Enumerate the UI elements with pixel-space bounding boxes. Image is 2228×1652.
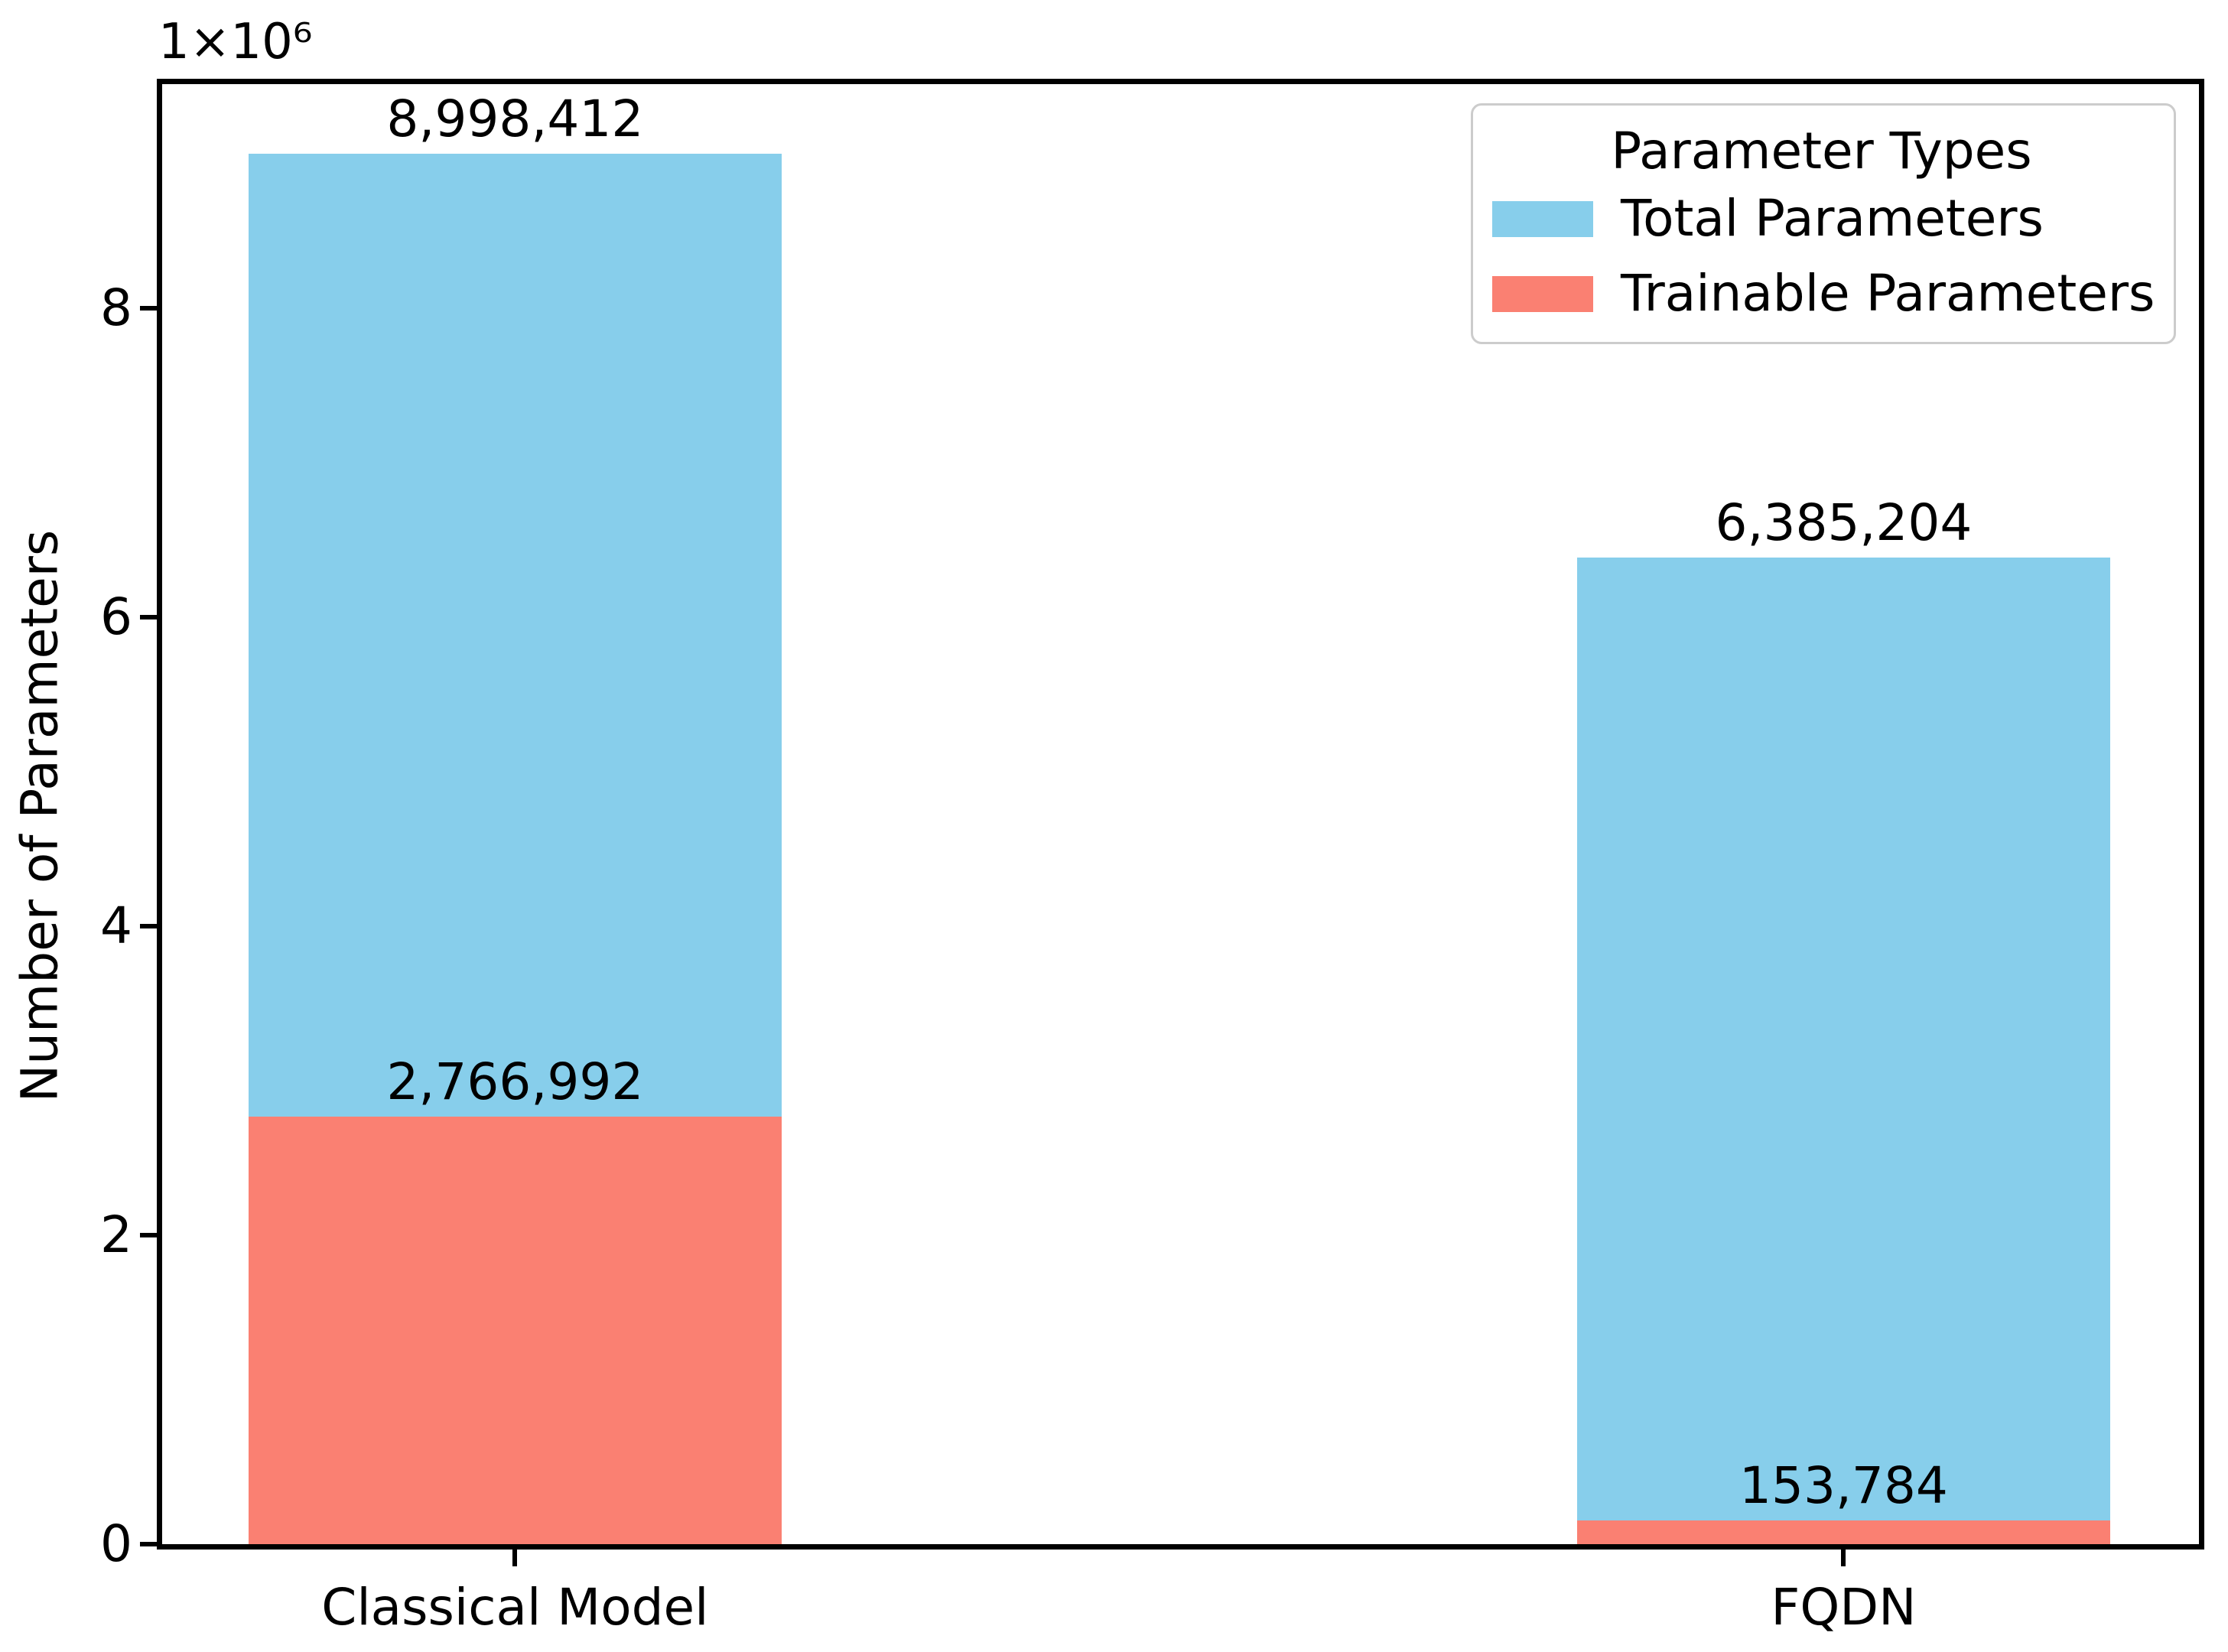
legend-entry-label: Trainable Parameters [1621, 264, 2155, 324]
bar-total-parameters-fqdn [1576, 557, 2110, 1544]
value-label-trainable-parameters-fqdn: 153,784 [1738, 1455, 1948, 1515]
y-tick-mark [140, 305, 157, 311]
y-tick-label: 4 [100, 896, 132, 955]
value-label-total-parameters-classical-model: 8,998,412 [386, 89, 644, 148]
y-tick-mark [140, 1542, 157, 1546]
y-tick-mark [140, 1232, 157, 1237]
legend-entry-total-parameters: Total Parameters [1492, 189, 2151, 249]
plot-inner: 8,998,412 2,766,992 6,385,204 153,784 [162, 84, 2199, 1544]
legend-swatch-total-parameters [1492, 200, 1593, 237]
bar-trainable-parameters-classical-model [248, 1116, 782, 1544]
y-axis-offset-text: 1×10⁶ [158, 14, 313, 70]
x-tick-label-classical-model: Classical Model [321, 1578, 709, 1637]
x-tick-mark [1841, 1550, 1846, 1566]
y-tick-label: 6 [100, 587, 132, 646]
value-label-total-parameters-fqdn: 6,385,204 [1715, 493, 1973, 552]
x-tick-mark [512, 1550, 518, 1566]
legend-swatch-trainable-parameters [1492, 275, 1593, 312]
y-tick-mark [140, 614, 157, 620]
y-tick-label: 8 [100, 278, 132, 337]
legend: Parameter Types Total Parameters Trainabl… [1471, 103, 2176, 345]
y-axis-label: Number of Parameters [10, 529, 70, 1103]
legend-entries: Total Parameters Trainable Parameters [1492, 189, 2155, 319]
legend-title: Parameter Types [1611, 122, 2032, 180]
bar-trainable-parameters-fqdn [1576, 1520, 2110, 1544]
y-tick-label: 0 [100, 1514, 132, 1573]
legend-entry-trainable-parameters: Trainable Parameters [1492, 268, 2155, 319]
legend-entry-label: Total Parameters [1621, 189, 2044, 249]
value-label-trainable-parameters-classical-model: 2,766,992 [386, 1052, 644, 1111]
x-tick-label-fqdn: FQDN [1771, 1578, 1917, 1637]
y-tick-label: 2 [100, 1205, 132, 1264]
y-tick-mark [140, 923, 157, 928]
